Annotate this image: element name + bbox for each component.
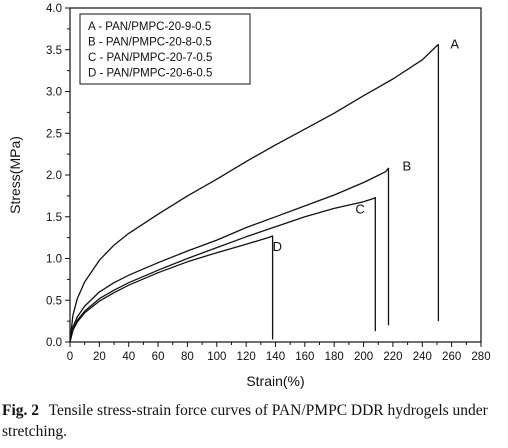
y-tick-label: 3.5 <box>46 45 62 57</box>
x-tick-label: 120 <box>237 351 256 363</box>
x-tick-label: 0 <box>67 351 73 363</box>
series-end-label-b: B <box>403 158 412 173</box>
y-tick-label: 1.0 <box>46 254 62 266</box>
legend-entry: D - PAN/PMPC-20-6-0.5 <box>88 68 212 80</box>
caption-text: Tensile stress-strain force curves of PA… <box>2 402 488 440</box>
y-tick-label: 2.0 <box>46 170 62 182</box>
legend: A - PAN/PMPC-20-9-0.5 B - PAN/PMPC-20-8-0… <box>79 13 251 85</box>
x-tick-label: 140 <box>266 351 285 363</box>
figure-caption: Fig. 2 Tensile stress-strain force curve… <box>2 400 506 442</box>
label-layer: 0 20 40 60 80 100 120 140 160 180 200 220 240 260 280 0… <box>7 3 491 389</box>
x-tick-label: 40 <box>122 351 135 363</box>
x-tick-label: 60 <box>152 351 165 363</box>
y-tick-label: 0.0 <box>46 337 62 349</box>
x-tick-label: 260 <box>442 351 461 363</box>
series-line-c <box>69 196 376 343</box>
x-tick-label: 180 <box>325 351 344 363</box>
legend-entry: C - PAN/PMPC-20-7-0.5 <box>88 52 212 64</box>
x-tick-label: 240 <box>413 351 432 363</box>
x-tick-label: 100 <box>207 351 226 363</box>
legend-entry: B - PAN/PMPC-20-8-0.5 <box>88 37 212 49</box>
x-tick-label: 220 <box>383 351 402 363</box>
x-tick-label: 280 <box>471 351 490 363</box>
caption-label: Fig. 2 <box>2 402 40 419</box>
x-tick-label: 20 <box>93 351 106 363</box>
legend-entry: A - PAN/PMPC-20-9-0.5 <box>88 21 211 33</box>
series-end-label-c: C <box>355 202 364 217</box>
series-line-b <box>69 167 390 343</box>
y-tick-label: 2.5 <box>46 128 62 140</box>
x-tick-label: 200 <box>354 351 373 363</box>
series-line-a <box>69 44 440 343</box>
series-layer <box>69 44 440 343</box>
y-tick-label: 1.5 <box>46 212 62 224</box>
x-tick-label: 80 <box>181 351 194 363</box>
series-line-d <box>69 235 274 343</box>
series-end-label-d: D <box>273 239 282 254</box>
plot-frame <box>69 7 482 343</box>
x-axis-title: Strain(%) <box>246 373 304 389</box>
x-tick-label: 160 <box>295 351 314 363</box>
y-tick-label: 4.0 <box>46 3 62 15</box>
series-end-label-a: A <box>450 37 459 52</box>
y-tick-label: 0.5 <box>46 295 62 307</box>
y-axis-title: Stress(MPa) <box>7 136 23 214</box>
stress-strain-chart: 0 20 40 60 80 100 120 140 160 180 200 220 240 260 280 0… <box>7 3 491 389</box>
legend-box <box>79 13 251 85</box>
y-tick-label: 3.0 <box>46 87 62 99</box>
